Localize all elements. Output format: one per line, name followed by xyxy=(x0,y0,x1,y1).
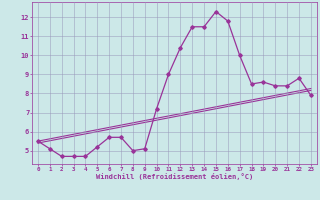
X-axis label: Windchill (Refroidissement éolien,°C): Windchill (Refroidissement éolien,°C) xyxy=(96,173,253,180)
